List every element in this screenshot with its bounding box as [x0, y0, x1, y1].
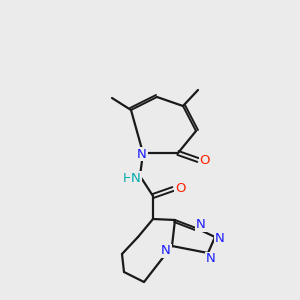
Text: N: N: [206, 253, 216, 266]
Text: N: N: [137, 148, 147, 160]
Text: N: N: [196, 218, 206, 232]
Text: N: N: [161, 244, 171, 257]
Text: O: O: [200, 154, 210, 167]
Text: O: O: [175, 182, 185, 194]
Text: H: H: [122, 172, 132, 184]
Text: N: N: [131, 172, 141, 184]
Text: N: N: [215, 232, 225, 244]
